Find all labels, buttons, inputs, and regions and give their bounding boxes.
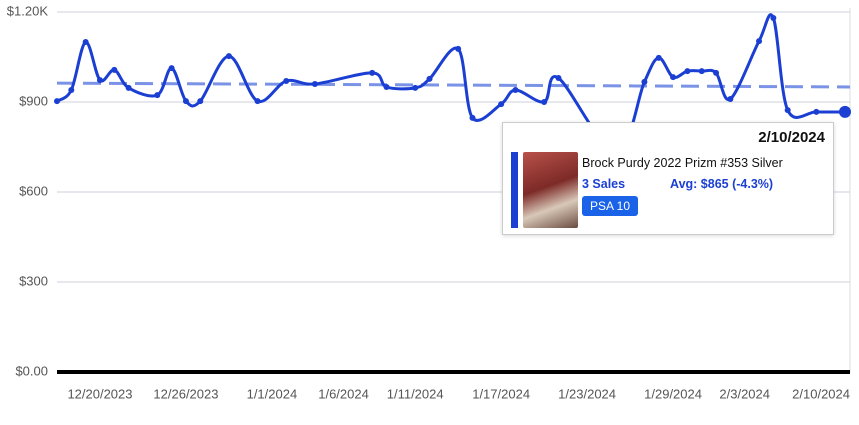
y-tick-label: $900 [19, 93, 48, 108]
data-point [111, 66, 118, 73]
card-image [523, 152, 578, 228]
x-tick-label: 1/29/2024 [644, 386, 702, 401]
data-point [541, 99, 548, 105]
card-title: Brock Purdy 2022 Prizm #353 Silver [582, 156, 783, 170]
data-point [555, 75, 562, 81]
data-point [670, 74, 677, 81]
tooltip-date: 2/10/2024 [758, 129, 825, 146]
data-point [54, 98, 60, 105]
data-point [770, 15, 777, 21]
data-point [168, 65, 175, 72]
data-point [125, 84, 132, 91]
average-price: Avg: $865 (-4.3%) [670, 177, 774, 191]
data-point [96, 77, 103, 84]
data-point [684, 68, 691, 75]
data-point [82, 39, 89, 45]
data-point [412, 84, 419, 91]
y-tick-label: $300 [19, 273, 48, 288]
x-tick-label: 1/17/2024 [472, 386, 530, 401]
x-tick-label: 12/20/2023 [67, 386, 132, 401]
x-tick-label: 1/1/2024 [247, 386, 298, 401]
data-point [426, 75, 433, 82]
x-tick-label: 1/6/2024 [318, 386, 369, 401]
data-point [283, 78, 290, 84]
data-point [182, 98, 189, 105]
data-point [154, 92, 161, 99]
data-point [197, 98, 204, 105]
data-point [498, 101, 505, 108]
data-point [713, 69, 720, 76]
sales-count: 3 Sales [582, 177, 626, 191]
accent-bar [511, 152, 518, 228]
y-tick-label: $1.20K [7, 3, 49, 18]
y-tick-label: $0.00 [15, 363, 48, 378]
x-tick-label: 2/3/2024 [719, 386, 770, 401]
y-tick-label: $600 [19, 183, 48, 198]
data-point [469, 114, 476, 121]
data-point [784, 107, 791, 114]
data-point [68, 87, 75, 93]
data-point [225, 53, 232, 60]
data-point [839, 105, 851, 118]
trend-line [56, 81, 851, 89]
tooltip: 2/10/2024 Brock Purdy 2022 Prizm #353 Si… [502, 122, 834, 235]
grade-badge: PSA 10 [582, 196, 639, 216]
data-point [369, 69, 376, 76]
data-point [813, 108, 820, 115]
data-point [311, 81, 318, 87]
data-point [254, 98, 261, 105]
data-point [641, 78, 648, 85]
x-tick-label: 2/10/2024 [792, 386, 850, 401]
x-tick-label: 12/26/2023 [153, 386, 218, 401]
x-tick-label: 1/23/2024 [558, 386, 616, 401]
data-point [756, 38, 763, 45]
data-point [455, 45, 462, 52]
data-point [698, 68, 705, 75]
data-point [655, 54, 662, 61]
x-tick-label: 1/11/2024 [387, 386, 444, 401]
data-point [727, 96, 734, 102]
data-point [512, 87, 519, 93]
data-point [383, 84, 390, 90]
